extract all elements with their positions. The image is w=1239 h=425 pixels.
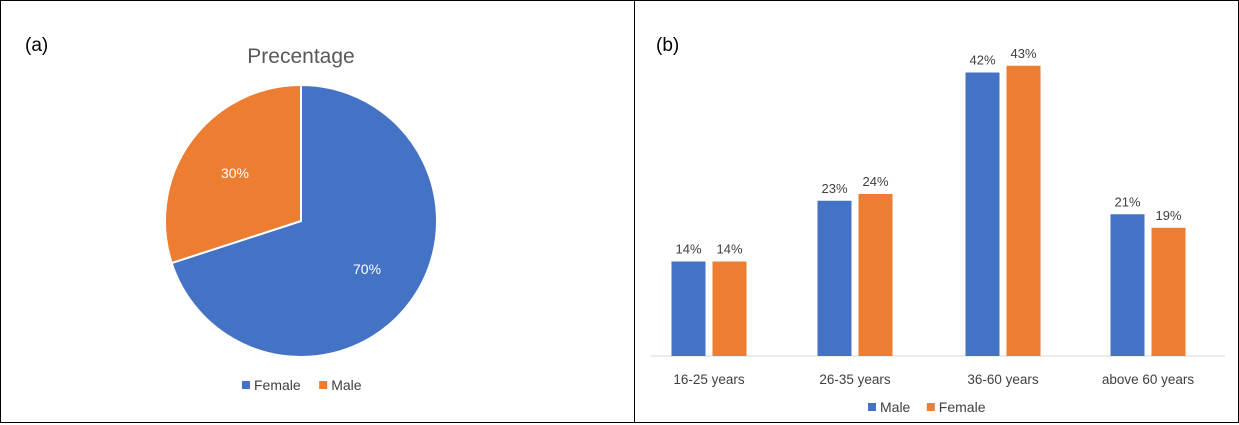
pie-label-female: 70% [353,261,381,277]
pie-slice-female [170,83,438,358]
bar-female-36-60-years [1006,65,1041,356]
pie-chart: Precentage 70% 30% Female Male [164,45,438,393]
pie-slices [164,83,438,358]
data-label-male-above-60-years: 21% [1114,194,1140,209]
bar-legend-label-female: Female [939,399,986,415]
pie-label-male: 30% [221,165,249,181]
bar-data-labels: 14% 14% 23% 24% 42% 43% 21% 19% [675,46,1181,257]
x-tick-16-25-years: 16-25 years [673,372,745,387]
data-label-female-16-25-years: 14% [716,242,742,257]
x-tick-36-60-years: 36-60 years [967,372,1039,387]
pie-legend-label-female: Female [254,377,301,393]
bar-chart: 14% 14% 23% 24% 42% 43% 21% 19% 16-25 years 26-3… [650,46,1225,415]
bar-legend-label-male: Male [880,399,911,415]
panel-a: (a) Precentage 70% 30% Female Male [0,0,635,423]
pie-chart-title: Precentage [247,45,354,68]
x-tick-above-60-years: above 60 years [1102,372,1195,387]
bar-legend: Male Female [868,399,986,415]
x-tick-26-35-years: 26-35 years [819,372,891,387]
data-label-female-36-60-years: 43% [1010,46,1036,61]
bar-series [671,65,1186,356]
bar-male-26-35-years [817,200,852,356]
bar-legend-swatch-male [868,403,876,411]
bar-male-36-60-years [965,72,1000,356]
panel-b: (b) 14% 14% 23% 24% 42% 43% 21% 19% 16-25 years… [634,0,1239,423]
bar-legend-swatch-female [926,403,935,411]
bar-female-16-25-years [712,261,747,356]
data-label-male-36-60-years: 42% [969,53,995,68]
data-label-female-above-60-years: 19% [1155,208,1181,223]
bar-male-16-25-years [671,261,706,356]
pie-legend: Female Male [242,377,362,393]
bar-male-above-60-years [1110,214,1145,356]
pie-labels: 70% 30% [221,165,381,277]
pie-legend-label-male: Male [331,377,362,393]
bar-female-above-60-years [1151,227,1186,356]
pie-legend-swatch-female [242,381,250,389]
pie-legend-swatch-male [319,381,328,389]
data-label-female-26-35-years: 24% [862,174,888,189]
panel-b-tag: (b) [656,35,680,56]
panel-a-tag: (a) [25,35,49,56]
x-tick-labels: 16-25 years 26-35 years 36-60 years above 6… [673,372,1194,387]
bar-female-26-35-years [858,194,893,356]
pie-slice-male [164,83,302,265]
data-label-male-26-35-years: 23% [821,181,847,196]
data-label-male-16-25-years: 14% [675,242,701,257]
